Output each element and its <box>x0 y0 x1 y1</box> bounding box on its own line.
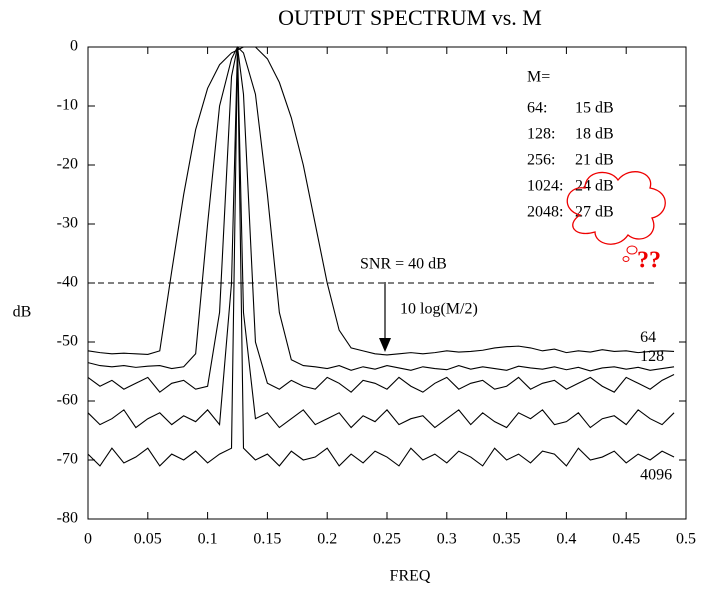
y-tick-label: -60 <box>57 392 78 409</box>
x-tick-label: 0.05 <box>134 531 162 548</box>
annotation: 2048: <box>527 204 563 221</box>
annotation: 128: <box>527 126 555 143</box>
series-line <box>87 46 675 372</box>
x-tick-label: 0.3 <box>437 531 457 548</box>
annotation: 21 dB <box>575 152 614 169</box>
x-tick-label: 0.25 <box>373 531 401 548</box>
y-tick-label: -50 <box>57 333 78 350</box>
x-tick-label: 0.5 <box>676 531 696 548</box>
y-tick-label: -10 <box>57 97 78 114</box>
x-tick-label: 0.1 <box>198 531 218 548</box>
y-tick-label: -80 <box>57 510 78 527</box>
y-tick-label: -70 <box>57 451 78 468</box>
annotation: 15 dB <box>575 100 614 117</box>
cloud-bubble <box>626 245 638 255</box>
y-tick-label: -30 <box>57 215 78 232</box>
thought-cloud <box>566 171 666 245</box>
series-label: 128 <box>640 348 664 365</box>
annotation: 10 log(M/2) <box>400 301 478 318</box>
y-tick-label: 0 <box>70 38 78 55</box>
annotation: 18 dB <box>575 126 614 143</box>
annotation: 24 dB <box>575 178 614 195</box>
x-axis-label: FREQ <box>390 568 431 585</box>
y-tick-label: -20 <box>57 156 78 173</box>
series-line <box>87 46 675 429</box>
x-tick-label: 0.45 <box>612 531 640 548</box>
cloud-bubble <box>622 256 630 262</box>
series-line <box>87 46 675 356</box>
annotation: 27 dB <box>575 204 614 221</box>
x-tick-label: 0.4 <box>556 531 576 548</box>
x-tick-label: 0 <box>84 531 92 548</box>
y-axis-label: dB <box>13 304 32 321</box>
x-tick-label: 0.15 <box>253 531 281 548</box>
series-line <box>87 46 675 393</box>
series-line <box>87 46 675 467</box>
annotation: M= <box>527 69 550 86</box>
x-tick-label: 0.2 <box>317 531 337 548</box>
chart-title: OUTPUT SPECTRUM vs. M <box>278 5 542 30</box>
series-label: 4096 <box>640 467 672 484</box>
annotation: 1024: <box>527 178 563 195</box>
arrow-head <box>379 338 391 352</box>
annotation: 64: <box>527 100 547 117</box>
x-tick-label: 0.35 <box>493 531 521 548</box>
plot-frame <box>87 46 687 520</box>
series-label: 64 <box>640 329 656 346</box>
annotation: 256: <box>527 152 555 169</box>
reference-label: SNR = 40 dB <box>360 256 447 273</box>
annotation: ?? <box>637 248 661 274</box>
y-tick-label: -40 <box>57 274 78 291</box>
